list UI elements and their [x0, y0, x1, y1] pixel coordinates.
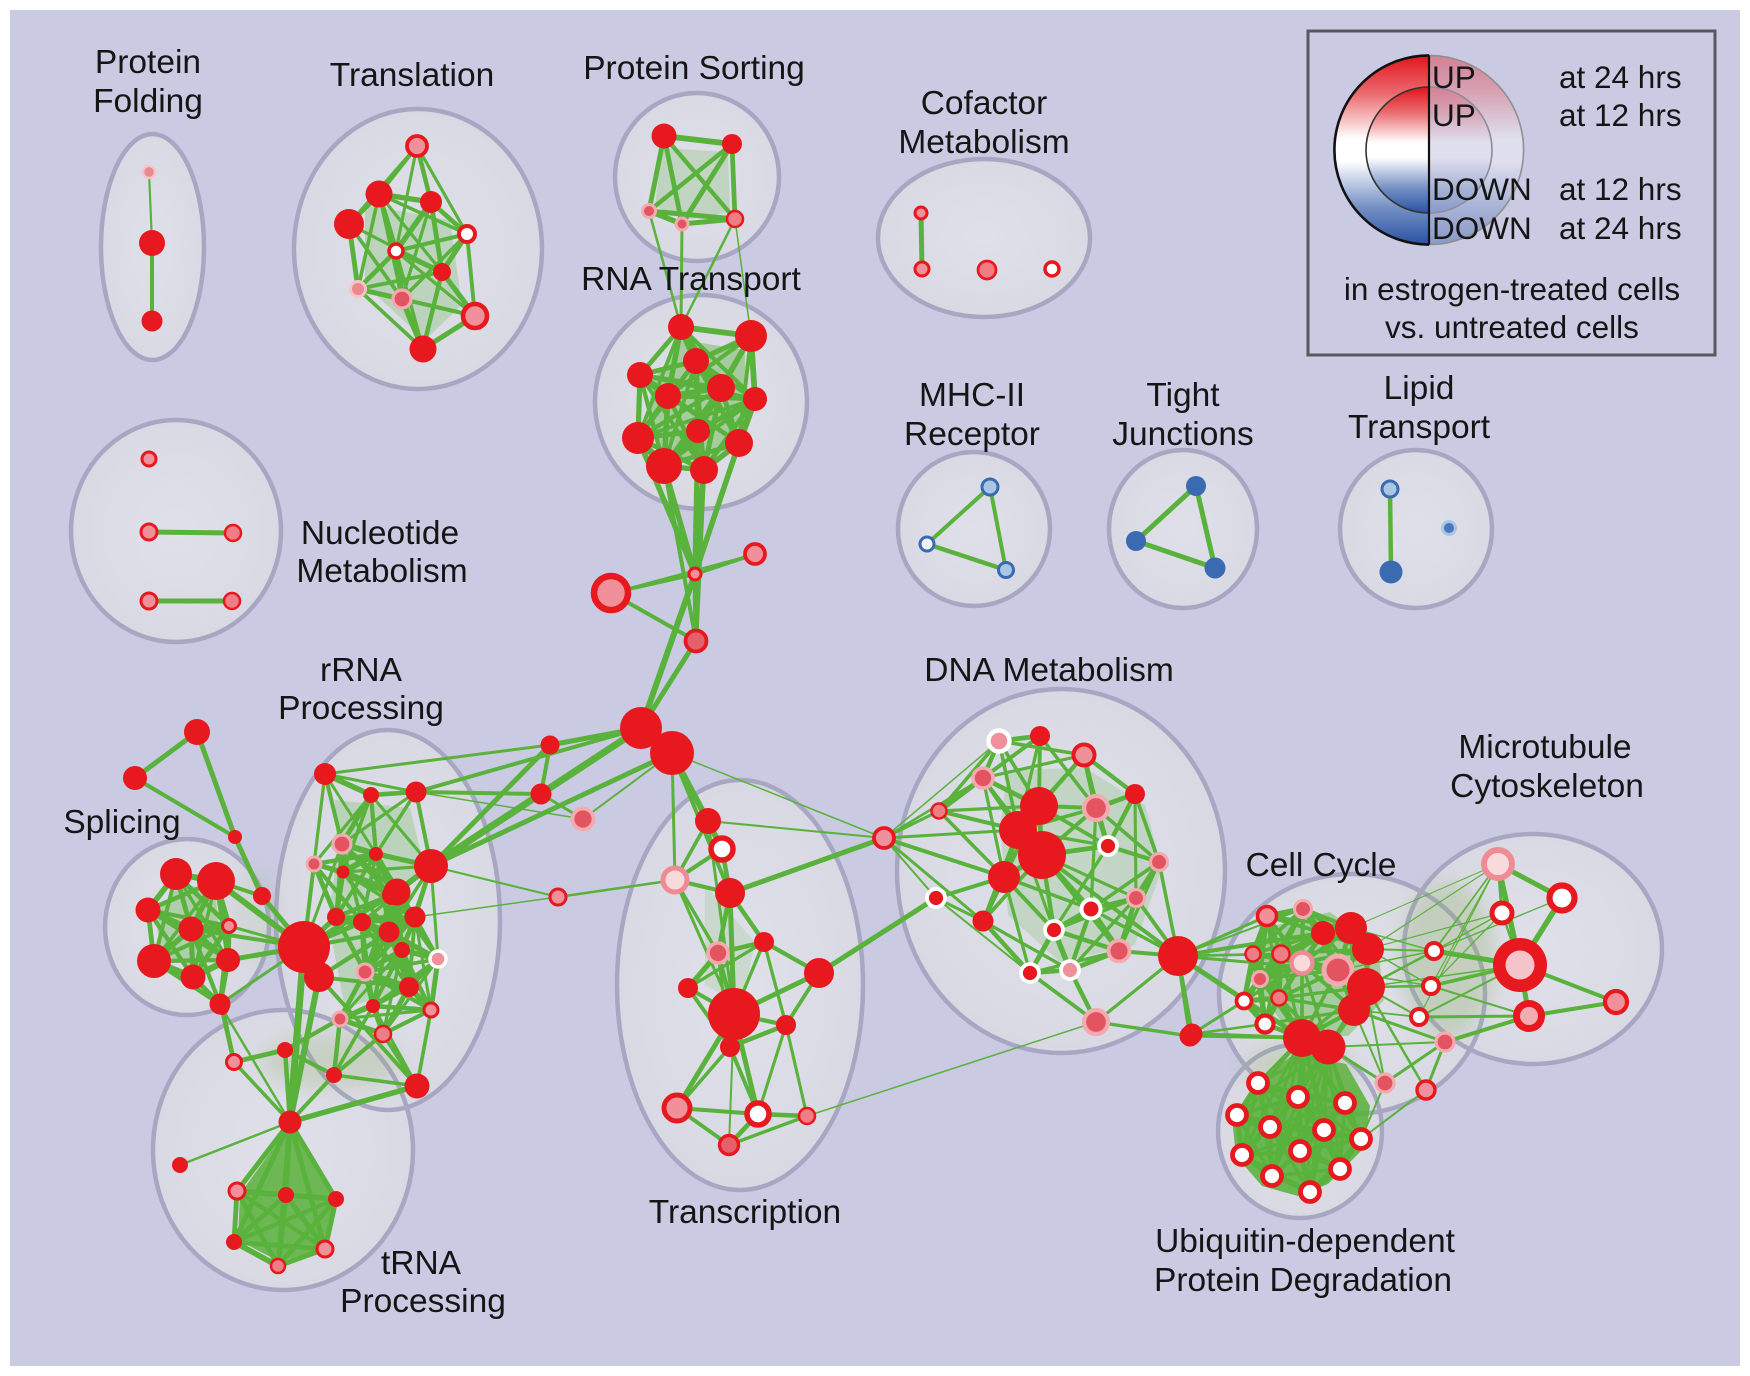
- svg-text:Lipid: Lipid: [1384, 370, 1455, 407]
- svg-text:rRNA: rRNA: [320, 652, 403, 689]
- svg-text:Protein Degradation: Protein Degradation: [1154, 1262, 1452, 1299]
- svg-text:Transcription: Transcription: [649, 1194, 841, 1231]
- svg-text:at 12 hrs: at 12 hrs: [1559, 97, 1682, 133]
- svg-text:RNA Transport: RNA Transport: [581, 261, 801, 298]
- svg-text:Metabolism: Metabolism: [898, 124, 1069, 161]
- svg-text:at 24 hrs: at 24 hrs: [1559, 210, 1682, 246]
- svg-text:Protein: Protein: [95, 44, 201, 81]
- svg-text:at 24 hrs: at 24 hrs: [1559, 59, 1682, 95]
- svg-text:DNA Metabolism: DNA Metabolism: [924, 652, 1173, 689]
- svg-text:MHC-II: MHC-II: [919, 377, 1025, 414]
- svg-text:Metabolism: Metabolism: [296, 553, 467, 590]
- svg-text:Processing: Processing: [340, 1283, 506, 1320]
- svg-text:Folding: Folding: [93, 83, 203, 120]
- svg-text:Cytoskeleton: Cytoskeleton: [1450, 768, 1644, 805]
- svg-text:in estrogen-treated cells: in estrogen-treated cells: [1344, 271, 1680, 307]
- svg-text:tRNA: tRNA: [381, 1245, 462, 1282]
- svg-text:Cofactor: Cofactor: [921, 85, 1048, 122]
- svg-text:DOWN: DOWN: [1432, 171, 1532, 207]
- svg-text:DOWN: DOWN: [1432, 210, 1532, 246]
- svg-text:UP: UP: [1432, 97, 1476, 133]
- svg-text:Tight: Tight: [1146, 377, 1220, 414]
- svg-text:at 12 hrs: at 12 hrs: [1559, 171, 1682, 207]
- svg-text:UP: UP: [1432, 59, 1476, 95]
- svg-text:Cell Cycle: Cell Cycle: [1246, 847, 1397, 884]
- svg-text:Microtubule: Microtubule: [1458, 729, 1631, 766]
- svg-text:Junctions: Junctions: [1112, 416, 1254, 453]
- svg-text:Nucleotide: Nucleotide: [301, 515, 459, 552]
- svg-text:Protein Sorting: Protein Sorting: [583, 50, 805, 87]
- svg-text:Processing: Processing: [278, 690, 444, 727]
- svg-text:Splicing: Splicing: [63, 804, 180, 841]
- svg-text:Transport: Transport: [1348, 409, 1491, 446]
- svg-text:Ubiquitin-dependent: Ubiquitin-dependent: [1155, 1223, 1456, 1260]
- svg-text:Receptor: Receptor: [904, 416, 1040, 453]
- svg-text:vs. untreated cells: vs. untreated cells: [1385, 309, 1639, 345]
- svg-text:Translation: Translation: [330, 57, 494, 94]
